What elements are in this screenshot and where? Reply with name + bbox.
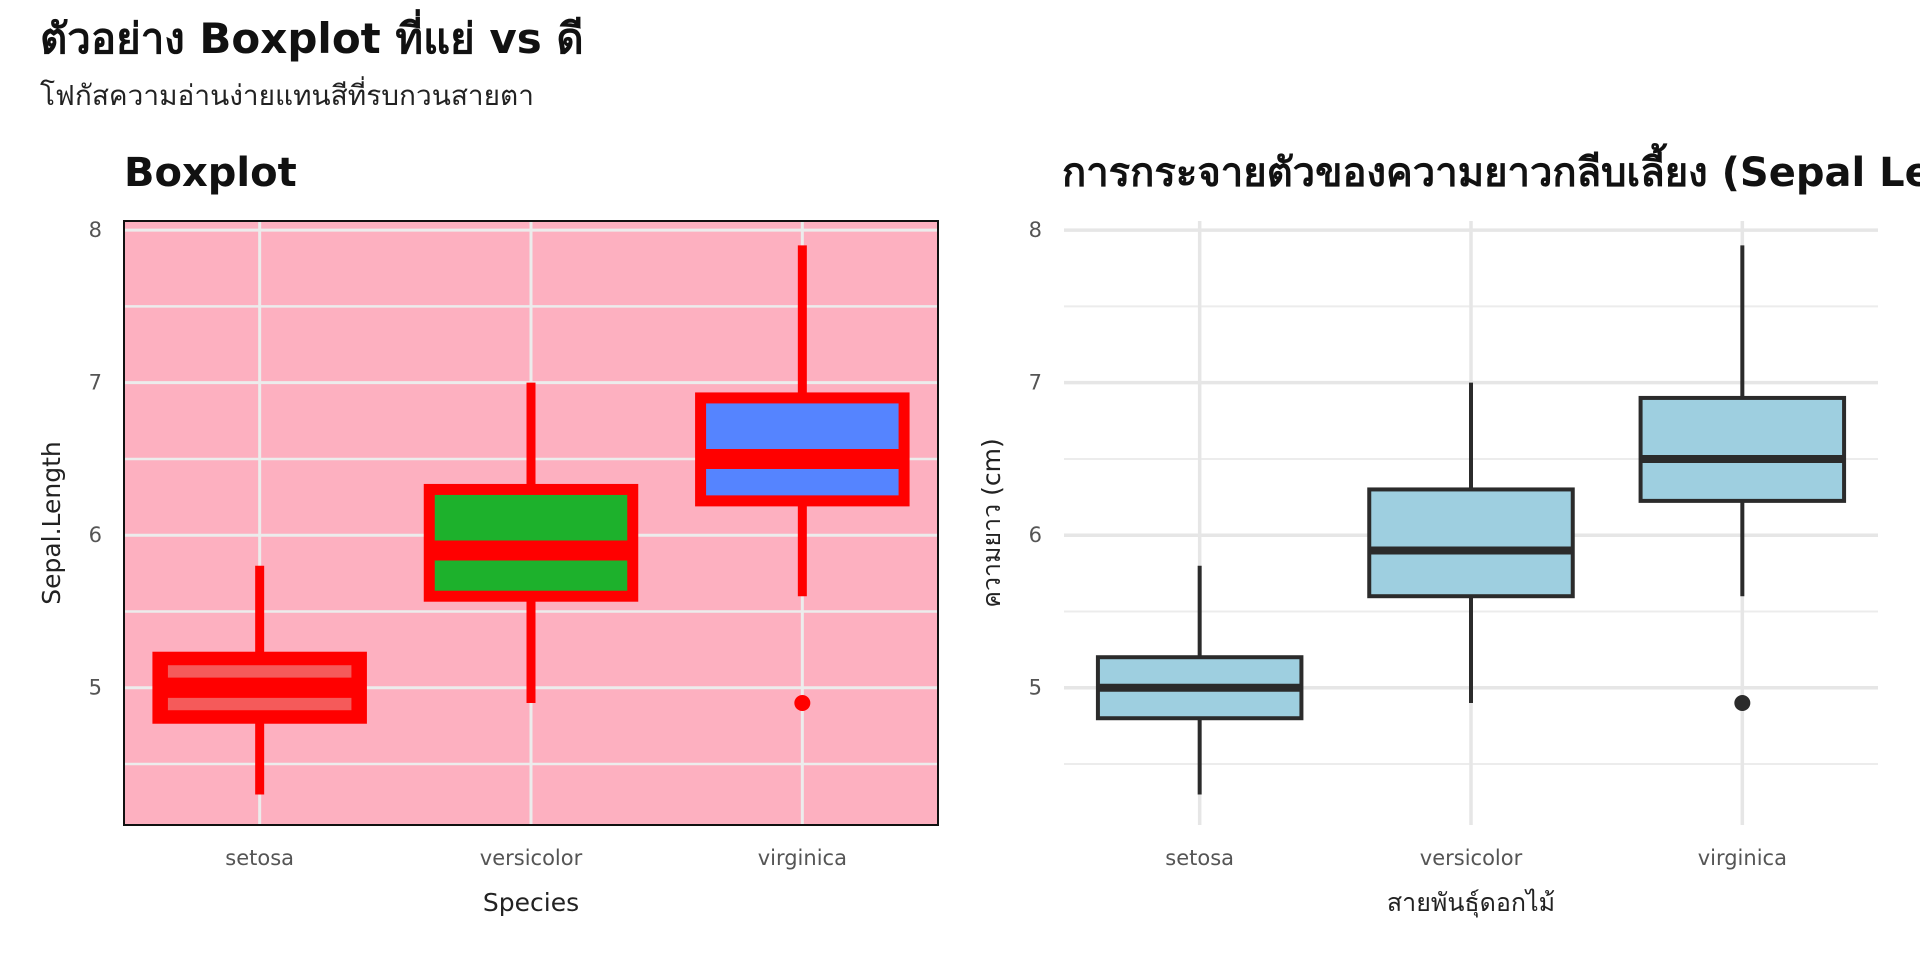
- good-chart-x-axis-title: สายพันธุ์ดอกไม้: [1387, 888, 1555, 918]
- bad-chart-outlier-point: [794, 694, 811, 711]
- bad-chart-title: Boxplot: [124, 150, 297, 196]
- bad-chart-y-tick-label: 5: [89, 676, 102, 700]
- good-chart-box-body: [1638, 395, 1847, 503]
- good-chart-title: การกระจายตัวของความยาวกลีบเลี้ยง (Sepal …: [1062, 143, 1920, 196]
- good-chart-y-tick-label: 6: [1029, 523, 1042, 547]
- page-subtitle: โฟกัสความอ่านง่ายแทนสีที่รบกวนสายตา: [40, 79, 534, 112]
- bad-chart-plot-border: [123, 220, 939, 826]
- bad-chart-box-upper-fill: [167, 665, 352, 678]
- good-chart-box-setosa: [1095, 565, 1304, 795]
- good-chart-outlier-point: [1734, 694, 1751, 711]
- good-chart-y-tick-label: 7: [1029, 371, 1042, 395]
- bad-chart-y-axis-title: Sepal.Length: [37, 441, 66, 605]
- bad-chart-y-tick-label: 7: [89, 371, 102, 395]
- good-chart-plot-area: 5 6 7 8 setosa versicolor virginica: [1029, 218, 1878, 870]
- good-chart-x-tick-label-virginica: virginica: [1698, 846, 1787, 870]
- bad-chart-box-lower-fill: [167, 697, 352, 711]
- bad-chart-x-tick-label-versicolor: versicolor: [480, 846, 583, 870]
- bad-chart-y-tick-label: 8: [89, 218, 102, 242]
- bad-chart-plot-area: 5 6 7 8 setosa versicolor virginica: [89, 218, 939, 870]
- bad-chart-box-versicolor: [423, 382, 639, 703]
- good-chart-x-tick-label-setosa: setosa: [1165, 846, 1234, 870]
- bad-chart-x-tick-label-setosa: setosa: [225, 846, 294, 870]
- good-chart-box-virginica: [1638, 245, 1847, 711]
- bad-boxplot-panel: Boxplot 5 6 7 8 setosa versicolor virginica Sp…: [37, 150, 939, 917]
- good-chart-y-tick-label: 8: [1029, 218, 1042, 242]
- good-chart-box-versicolor: [1367, 382, 1575, 703]
- bad-chart-x-tick-label-virginica: virginica: [758, 846, 847, 870]
- bad-chart-box-setosa: [152, 565, 367, 795]
- good-chart-y-axis-title: ความยาว (cm): [977, 438, 1006, 608]
- bad-chart-x-axis-title: Species: [483, 888, 579, 917]
- page-title: ตัวอย่าง Boxplot ที่แย่ vs ดี: [40, 14, 584, 63]
- good-boxplot-panel: การกระจายตัวของความยาวกลีบเลี้ยง (Sepal …: [977, 143, 1920, 918]
- bad-chart-y-tick-label: 6: [89, 523, 102, 547]
- good-chart-x-tick-label-versicolor: versicolor: [1420, 846, 1523, 870]
- bad-chart-box-virginica: [695, 245, 910, 711]
- good-chart-box-body: [1367, 487, 1575, 599]
- good-chart-y-tick-label: 5: [1029, 676, 1042, 700]
